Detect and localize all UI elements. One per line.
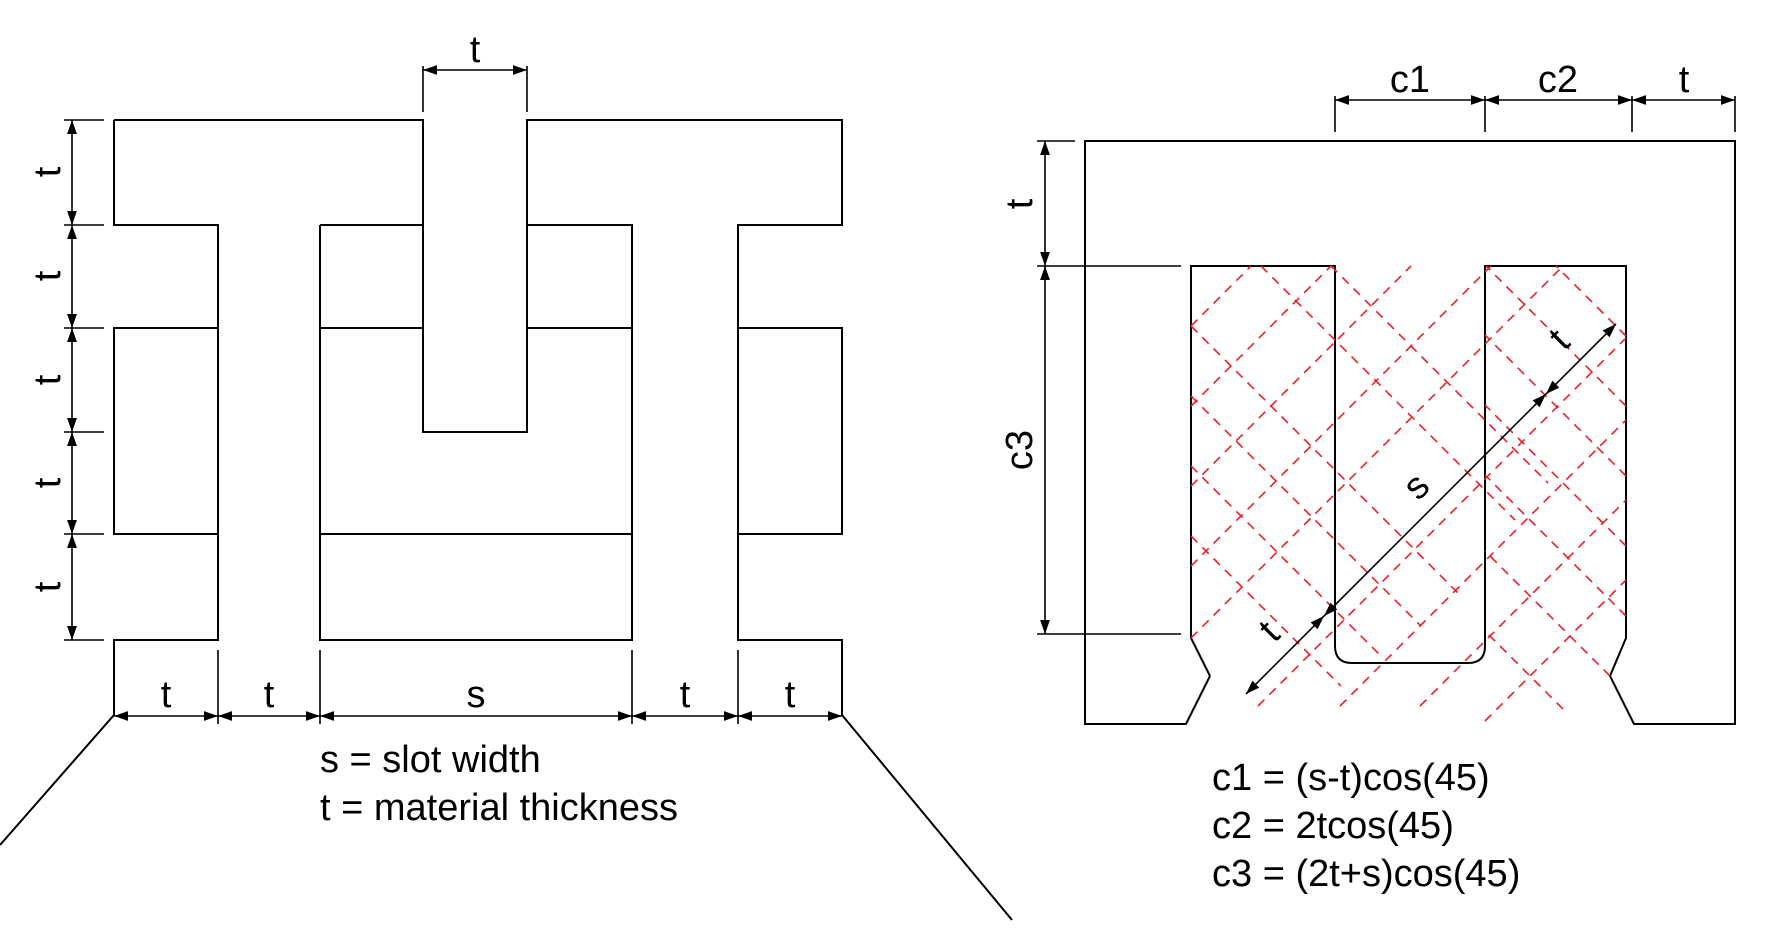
dim-label: t (264, 674, 275, 716)
formulas: c1 = (s-t)cos(45) c2 = 2tcos(45) c3 = (2… (1212, 757, 1520, 895)
left-top-dimension: t (422, 29, 528, 112)
right-part (1084, 140, 1736, 725)
dim-label: t (27, 477, 69, 488)
dim-label: s (467, 674, 486, 716)
dim-label: t (161, 674, 172, 716)
dim-label: t (27, 270, 69, 281)
dim-label: t (27, 166, 69, 177)
left-legend: s = slot width t = material thickness (320, 739, 678, 829)
dim-label: t (1679, 59, 1690, 101)
slot-rectangle (319, 533, 633, 641)
left-part (0, 119, 1013, 921)
right-vertical-dimensions: t c3 (999, 140, 1181, 635)
inner-lines-right (631, 328, 739, 534)
dim-label: t (999, 198, 1041, 209)
dim-label: s (1395, 465, 1438, 508)
formula-line: c3 = (2t+s)cos(45) (1212, 853, 1520, 895)
legend-line: t = material thickness (320, 787, 678, 829)
dim-label: t (27, 374, 69, 385)
dim-label: t (785, 674, 796, 716)
dim-label: c3 (999, 430, 1041, 470)
cross-notch (319, 224, 633, 329)
formula-line: c2 = 2tcos(45) (1212, 805, 1454, 847)
dim-label: t (470, 29, 481, 71)
right-part-outline (1084, 140, 1736, 725)
dim-label: c1 (1390, 59, 1430, 101)
inner-lines (217, 328, 321, 534)
left-vertical-dimensions: t t t t t (27, 119, 104, 641)
formula-line: c1 = (s-t)cos(45) (1212, 757, 1490, 799)
right-top-dimensions: c1 c2 t (1334, 59, 1736, 132)
dim-label: c2 (1538, 59, 1578, 101)
dim-label: t (27, 581, 69, 592)
diagonal-dimensions: t s t (1245, 321, 1617, 695)
left-bottom-dimensions: t t s t t (114, 650, 842, 724)
dim-label: t (1251, 613, 1288, 650)
left-part-outline (0, 119, 1013, 921)
legend-line: s = slot width (320, 739, 541, 781)
dim-label: t (680, 674, 691, 716)
dim-label: t (1541, 321, 1578, 358)
